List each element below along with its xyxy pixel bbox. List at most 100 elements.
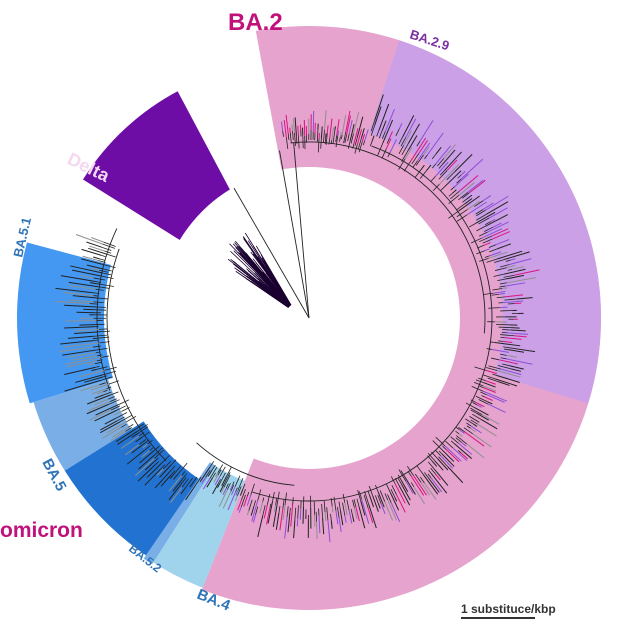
tip xyxy=(112,426,129,438)
tip xyxy=(168,481,184,501)
branch xyxy=(493,273,505,277)
branch xyxy=(330,513,332,521)
branch xyxy=(144,445,151,451)
tip xyxy=(427,477,440,493)
tip xyxy=(405,118,417,138)
tip xyxy=(292,118,295,133)
tip xyxy=(368,494,374,508)
tip xyxy=(510,368,522,372)
tip xyxy=(506,354,517,358)
tip xyxy=(185,485,196,501)
branch xyxy=(162,460,172,470)
tip xyxy=(441,149,456,166)
tip xyxy=(217,483,221,488)
tip xyxy=(435,161,449,177)
branch xyxy=(339,136,341,142)
branch xyxy=(503,274,515,278)
branch xyxy=(223,474,231,488)
tip xyxy=(74,331,98,334)
tip xyxy=(513,269,540,276)
tip xyxy=(461,158,484,180)
delta-branch xyxy=(260,261,291,306)
branch xyxy=(498,340,503,342)
branch xyxy=(174,465,182,474)
tip xyxy=(94,394,104,399)
branch xyxy=(138,432,145,437)
tree-branches xyxy=(89,120,518,522)
branch xyxy=(90,292,100,294)
tip xyxy=(404,477,416,495)
branch xyxy=(416,140,421,147)
tip xyxy=(506,277,536,284)
tip xyxy=(477,404,482,408)
delta-branch xyxy=(242,252,291,307)
tip xyxy=(384,108,395,132)
tip xyxy=(252,514,257,523)
branch xyxy=(435,436,446,447)
tip xyxy=(263,504,268,519)
branch xyxy=(480,391,487,396)
branch xyxy=(478,377,486,382)
branch xyxy=(427,452,436,462)
tip xyxy=(115,429,136,442)
tip xyxy=(290,505,294,527)
tip xyxy=(417,142,431,162)
branch xyxy=(368,485,374,497)
tip xyxy=(100,420,118,431)
tip xyxy=(349,123,355,141)
tip xyxy=(246,510,250,516)
branch xyxy=(275,497,278,506)
tip xyxy=(189,481,194,488)
branch xyxy=(101,272,111,276)
delta-branch xyxy=(257,278,290,307)
tip xyxy=(218,489,228,507)
tip xyxy=(487,221,509,233)
tip xyxy=(338,518,342,533)
tip xyxy=(284,517,288,539)
branch xyxy=(226,482,231,490)
branch xyxy=(400,470,406,478)
branch xyxy=(424,472,429,478)
tip xyxy=(419,164,425,172)
tip xyxy=(62,349,97,356)
tip xyxy=(400,479,409,492)
tip xyxy=(60,340,94,345)
tip xyxy=(64,366,96,375)
tip xyxy=(172,478,183,492)
branch xyxy=(471,386,484,392)
branch xyxy=(370,120,375,132)
tip xyxy=(368,504,377,529)
tip xyxy=(89,282,102,285)
branch xyxy=(503,346,514,349)
branch xyxy=(184,477,193,489)
tip xyxy=(282,504,286,520)
branch xyxy=(333,496,337,511)
branch xyxy=(294,132,296,146)
branch xyxy=(381,148,387,159)
tip xyxy=(348,510,353,524)
branch xyxy=(233,187,310,319)
branch xyxy=(103,391,112,396)
branch xyxy=(472,413,482,420)
branch xyxy=(95,365,100,368)
branch xyxy=(138,439,147,445)
tip xyxy=(331,506,334,513)
branch xyxy=(488,307,500,309)
tip xyxy=(126,450,145,465)
tip xyxy=(371,135,375,142)
tip xyxy=(219,484,225,493)
tip xyxy=(481,228,503,239)
tip xyxy=(69,299,94,303)
branch xyxy=(490,357,500,361)
tip xyxy=(360,500,366,516)
branch xyxy=(455,430,460,435)
tip xyxy=(324,512,327,521)
branch xyxy=(478,231,488,237)
branch xyxy=(483,292,494,295)
branch xyxy=(415,154,424,166)
tip xyxy=(503,251,530,261)
branch xyxy=(476,225,486,232)
tip xyxy=(431,460,438,467)
tip xyxy=(426,164,432,171)
tip xyxy=(454,173,469,187)
